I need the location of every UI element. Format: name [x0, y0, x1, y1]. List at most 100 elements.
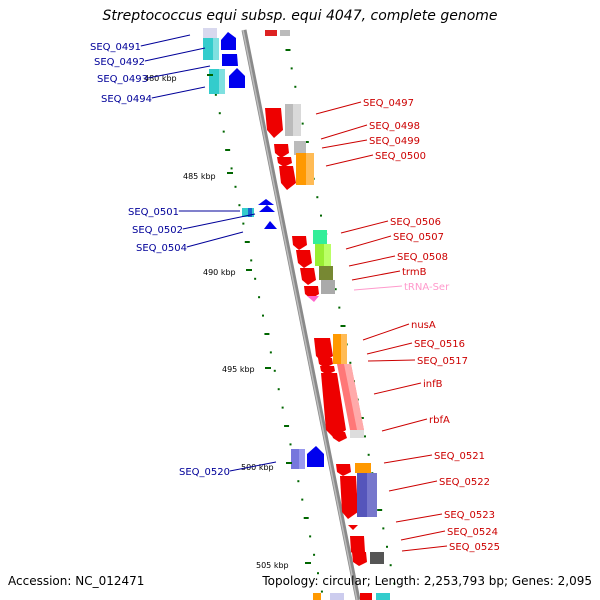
- leader-line: [345, 235, 392, 250]
- leader-line: [321, 139, 368, 149]
- gene-label: SEQ_0516: [414, 339, 465, 350]
- feature-block-highlight: [306, 153, 314, 185]
- gene-label: SEQ_0521: [434, 451, 485, 462]
- genome-backbone-highlight: [242, 29, 358, 600]
- gene-arrow-seq0508: [300, 268, 316, 285]
- gene-label: SEQ_0492: [94, 57, 145, 68]
- leader-line: [353, 285, 403, 291]
- feature-block-highlight: [367, 473, 377, 517]
- gene-label: SEQ_0506: [390, 217, 441, 228]
- gene-label: tRNA-Ser: [404, 282, 450, 293]
- feature-block-cds: [370, 552, 384, 564]
- leader-line: [366, 342, 413, 355]
- gene-arrow-seq0494: [231, 76, 245, 88]
- gene-arrow-seq0499: [277, 157, 292, 167]
- leader-line: [325, 154, 374, 167]
- leader-line: [186, 231, 244, 248]
- gene-arrow-trmB: [304, 286, 319, 299]
- leader-line: [395, 513, 443, 523]
- gene-arrow-seq0524: [350, 536, 365, 557]
- leader-line: [388, 480, 438, 492]
- genome-backbone: [241, 29, 361, 600]
- gene-arrow-rbfA: [331, 432, 347, 442]
- gene-label: SEQ_0499: [369, 136, 420, 147]
- feature-block-highlight: [324, 244, 331, 266]
- scale-label: 500 kbp: [241, 463, 274, 472]
- accession-text: Accession: NC_012471: [8, 574, 145, 588]
- feature-block-highlight: [344, 364, 364, 430]
- scale-label: 495 kbp: [222, 365, 255, 374]
- reverse-gene-leaders: SEQ_0491 SEQ_0492 SEQ_0493 SEQ_0494 SEQ_0501…: [90, 34, 277, 478]
- gene-label: SEQ_0520: [179, 467, 230, 478]
- gene-arrow-seq0502: [259, 205, 275, 212]
- feature-block-cds: [280, 30, 290, 36]
- gene-arrow-infB: [321, 373, 346, 438]
- topology-text: Topology: circular; Length: 2,253,793 bp…: [262, 574, 592, 588]
- gene-label: SEQ_0508: [397, 252, 448, 263]
- leader-line: [383, 454, 433, 464]
- scale-label: 485 kbp: [183, 172, 216, 181]
- gene-arrow-seq0525: [352, 552, 367, 566]
- gene-label: SEQ_0507: [393, 232, 444, 243]
- gene-arrow-seq0517: [320, 366, 335, 375]
- leader-line: [182, 213, 256, 230]
- leader-line: [381, 418, 428, 432]
- leader-line: [144, 47, 206, 62]
- gene-label: SEQ_0497: [363, 98, 414, 109]
- feature-block-highlight: [341, 334, 347, 364]
- forward-features: [265, 30, 390, 600]
- feature-block-cds: [355, 463, 371, 473]
- gene-arrow-seq0497: [265, 108, 283, 138]
- gene-label: trmB: [402, 267, 427, 278]
- gene-label: SEQ_0525: [449, 542, 500, 553]
- scale-label: 505 kbp: [256, 561, 289, 570]
- feature-block-cds: [360, 593, 372, 600]
- gene-arrow-seq0521: [336, 464, 351, 476]
- feature-block-highlight: [293, 104, 301, 136]
- leader-line: [367, 359, 416, 362]
- feature-block-cds: [294, 141, 306, 155]
- gene-arrow-seq0501: [258, 199, 274, 205]
- feature-block-cds: [319, 266, 333, 280]
- leader-line: [315, 101, 362, 115]
- gene-label: SEQ_0501: [128, 207, 179, 218]
- gene-arrow-seq0507: [296, 250, 312, 268]
- gene-label: SEQ_0524: [447, 527, 498, 538]
- feature-block-highlight: [219, 69, 225, 94]
- scale-label: 480 kbp: [144, 74, 177, 83]
- leader-line: [400, 530, 446, 541]
- leader-line: [151, 86, 206, 99]
- gene-label: rbfA: [429, 415, 450, 426]
- feature-block-highlight: [248, 208, 252, 217]
- feature-block-cds: [350, 430, 364, 438]
- gene-label: infB: [423, 379, 443, 390]
- reverse-features: [203, 28, 324, 469]
- gene-arrow-seq0492: [222, 54, 238, 66]
- forward-gene-leaders: SEQ_0497 SEQ_0498 SEQ_0499 SEQ_0500 SEQ_0506…: [315, 98, 500, 553]
- trna-ser: [307, 296, 319, 302]
- leader-line: [340, 220, 389, 234]
- leader-line: [229, 461, 277, 472]
- feature-block-cds: [265, 30, 277, 36]
- feature-block-cds: [313, 593, 321, 600]
- feature-block-cds: [313, 230, 327, 244]
- scale-label: 490 kbp: [203, 268, 236, 277]
- gene-label: SEQ_0493: [97, 74, 148, 85]
- gene-arrow-seq0522: [340, 476, 358, 519]
- leader-line: [348, 255, 396, 267]
- leader-line: [401, 545, 448, 552]
- leader-line: [320, 124, 368, 140]
- feature-block-cds: [330, 593, 344, 600]
- gene-label: SEQ_0494: [101, 94, 152, 105]
- gene-arrow-seq0504: [264, 221, 277, 229]
- gene-label: SEQ_0517: [417, 356, 468, 367]
- gene-arrow-seq0506: [292, 236, 307, 250]
- map-title: Streptococcus equi subsp. equi 4047, com…: [102, 8, 498, 24]
- gene-arrow-seq0523: [348, 525, 358, 530]
- feature-block-cds: [376, 593, 390, 600]
- leader-line: [373, 382, 422, 395]
- leader-line: [147, 65, 211, 79]
- feature-block-highlight: [299, 449, 305, 469]
- gene-label: SEQ_0491: [90, 42, 141, 53]
